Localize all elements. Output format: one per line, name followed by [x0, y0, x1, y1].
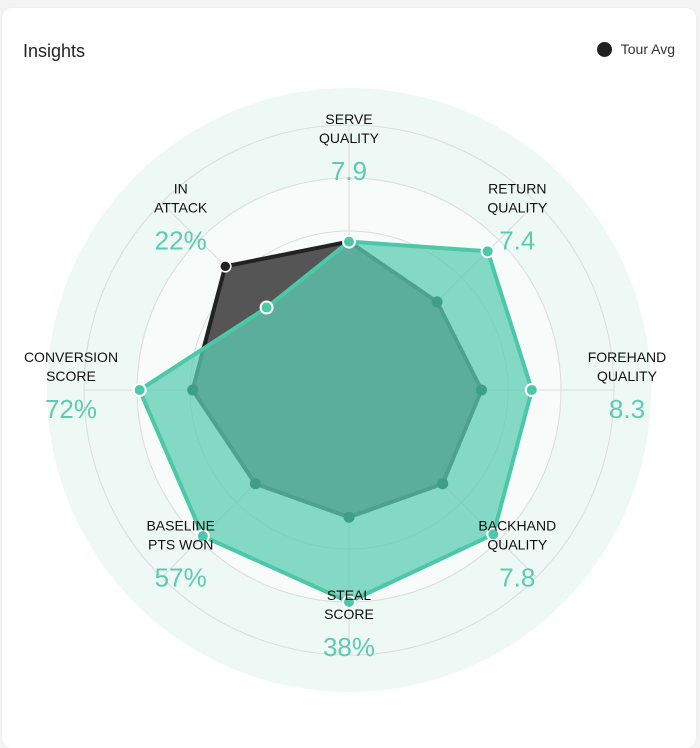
axis-label-baseline-line-2: PTS WON — [148, 536, 213, 552]
legend[interactable]: Tour Avg — [596, 41, 675, 57]
axis-label-baseline-line-1: BASELINE — [146, 517, 214, 533]
axis-label-group-return: RETURN QUALITY 7.4 — [487, 181, 548, 256]
axis-label-steal-line-2: SCORE — [324, 606, 374, 622]
player-point-return — [480, 244, 495, 259]
axis-value-return: 7.4 — [499, 226, 535, 256]
axis-label-conversion-line-2: SCORE — [46, 368, 96, 384]
axis-label-serve-line-1: SERVE — [325, 111, 372, 127]
tour-avg-point-backhand — [437, 478, 449, 490]
player-point-forehand — [524, 383, 539, 397]
player-point-attack — [259, 300, 274, 315]
axis-label-attack-line-1: IN — [174, 181, 188, 197]
player-point-baseline — [195, 529, 210, 544]
axis-label-serve-line-2: QUALITY — [319, 130, 380, 146]
axis-value-baseline: 57% — [155, 562, 207, 592]
axis-value-backhand: 7.8 — [499, 562, 535, 592]
tour-avg-point-return — [431, 296, 443, 308]
axis-value-steal: 38% — [323, 632, 375, 662]
axis-label-attack-line-2: ATTACK — [154, 200, 208, 216]
axis-label-steal-line-1: STEAL — [327, 587, 372, 603]
tour-avg-point-conversion — [187, 384, 199, 396]
axis-label-group-conversion: CONVERSION SCORE 72% — [24, 349, 118, 424]
tour-avg-point-forehand — [476, 384, 487, 396]
axis-label-backhand-line-2: QUALITY — [487, 536, 548, 552]
radar-series — [132, 234, 539, 609]
axis-label-forehand-line-2: QUALITY — [597, 368, 658, 384]
axis-value-conversion: 72% — [45, 394, 97, 424]
axis-label-group-backhand: BACKHAND QUALITY 7.8 — [478, 517, 556, 592]
legend-label: Tour Avg — [620, 41, 675, 57]
player-point-conversion — [132, 383, 147, 397]
axis-label-forehand-line-1: FOREHAND — [588, 349, 667, 365]
axis-value-serve: 7.9 — [331, 156, 367, 186]
axis-value-attack: 22% — [155, 226, 207, 256]
axis-value-forehand: 8.3 — [609, 394, 645, 424]
card-title: Insights — [23, 41, 86, 61]
radar-axis-labels: SERVE QUALITY 7.9 RETURN QUALITY 7.4 FOREHAND Q… — [24, 111, 666, 662]
axis-label-group-forehand: FOREHAND QUALITY 8.3 — [588, 349, 667, 424]
axis-label-group-baseline: BASELINE PTS WON 57% — [146, 517, 214, 592]
axis-label-backhand-line-1: BACKHAND — [478, 517, 556, 533]
tour-avg-point-steal — [343, 511, 355, 523]
axis-label-return-line-1: RETURN — [488, 181, 546, 197]
axis-label-group-attack: IN ATTACK 22% — [154, 181, 208, 256]
legend-swatch — [596, 41, 612, 57]
axis-label-group-serve: SERVE QUALITY 7.9 — [319, 111, 380, 186]
player-point-steal — [342, 595, 356, 609]
axis-label-conversion-line-1: CONVERSION — [24, 349, 118, 365]
axis-label-group-steal: STEAL SCORE 38% — [323, 587, 375, 662]
player-point-backhand — [486, 527, 501, 542]
axis-label-return-line-2: QUALITY — [487, 200, 548, 216]
tour-avg-point-baseline — [249, 478, 261, 490]
tour-avg-point-attack — [219, 260, 232, 273]
player-point-serve — [342, 234, 356, 249]
